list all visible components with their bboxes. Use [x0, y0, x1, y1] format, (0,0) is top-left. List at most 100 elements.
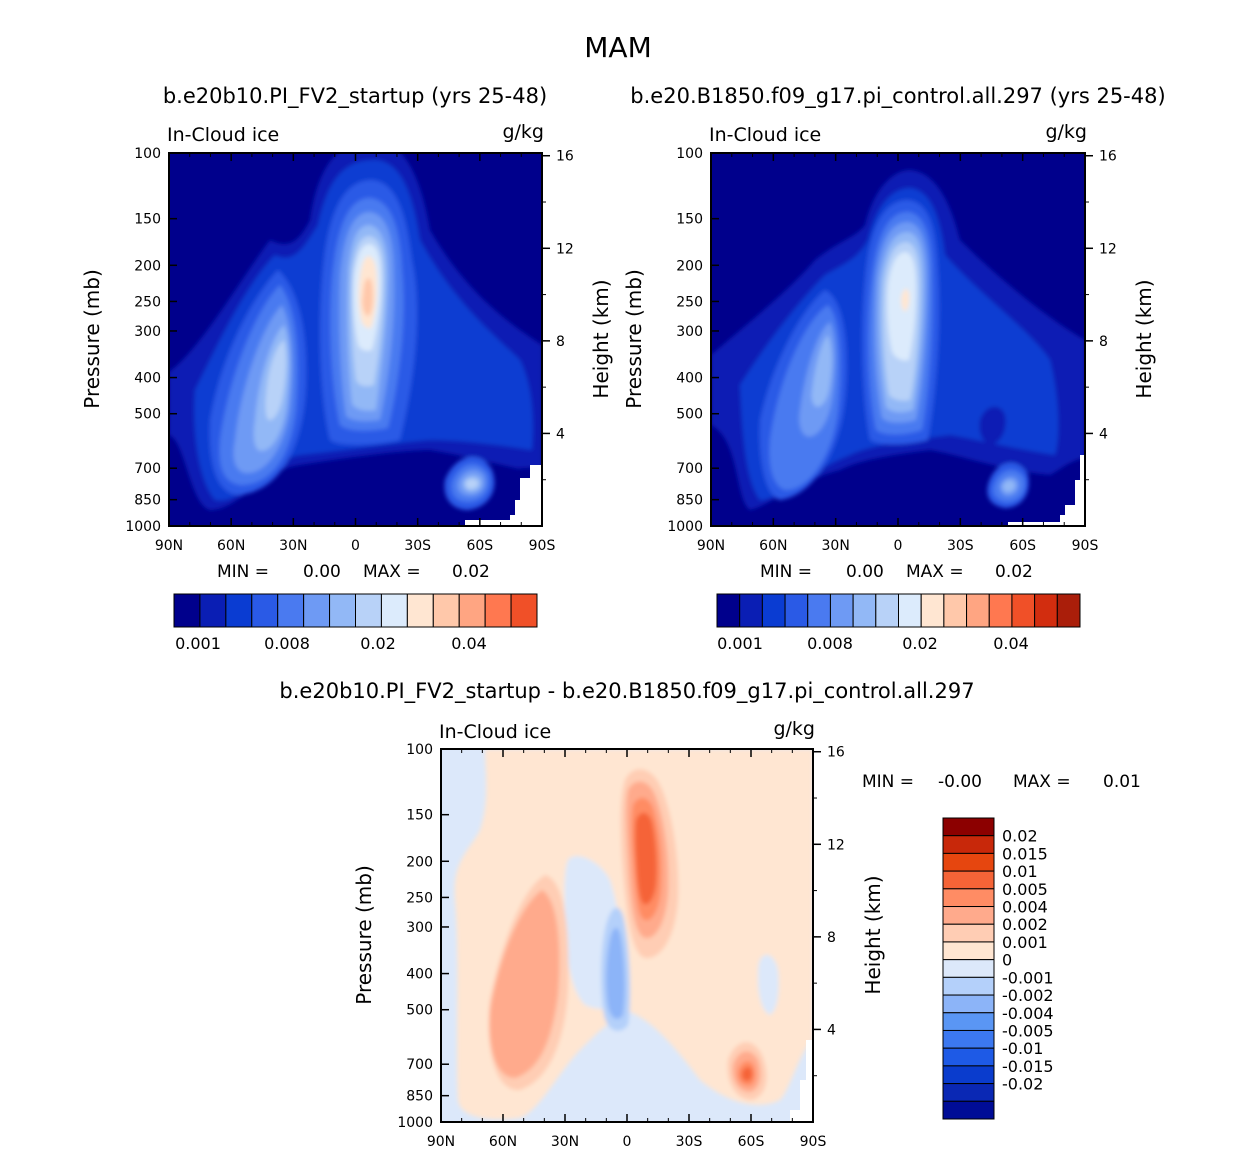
- diff-max-label: MAX =: [1013, 772, 1071, 792]
- right-panel-header: b.e20.B1850.f09_g17.pi_control.all.297 (…: [630, 84, 1165, 109]
- right-colorbar-swatch: [898, 593, 922, 628]
- left-colorbar-swatch: [484, 593, 512, 628]
- left-plot-area: [169, 153, 542, 526]
- right-plot-area: [711, 153, 1085, 526]
- left-missing-data: [465, 465, 542, 526]
- right-axes: 90N 60N 30N 0 30S 60S 90S 100 150 200 250 300 400 500…: [667, 146, 1117, 554]
- right-variable-label: In-Cloud ice: [709, 124, 821, 146]
- diff-y2-tick-label: 8: [827, 930, 836, 946]
- left-colorbar-swatch: [277, 593, 305, 628]
- diff-colorbar-swatch: [942, 1029, 995, 1049]
- left-contour-level-10: [362, 278, 373, 316]
- diff-colorbar-swatch: [942, 1100, 995, 1120]
- left-y2-tick-label: 4: [556, 426, 565, 442]
- diff-colorbar-label: 0: [1002, 951, 1012, 970]
- left-colorbar-label: 0.008: [264, 634, 310, 653]
- right-x-tick-label: 90S: [1072, 538, 1099, 554]
- right-x-tick-label: 60N: [759, 538, 787, 554]
- diff-colorbar-swatch: [942, 835, 995, 854]
- right-contour-level-9: [901, 288, 910, 312]
- diff-y-tick-label: 1000: [397, 1115, 433, 1131]
- diff-colorbar-label: -0.002: [1002, 986, 1054, 1005]
- diff-x-tick-label: 30S: [676, 1134, 703, 1150]
- right-min-label: MIN =: [760, 562, 812, 582]
- left-max-value: 0.02: [452, 562, 490, 582]
- right-min-value: 0.00: [846, 562, 884, 582]
- diff-y-tick-label: 500: [406, 1003, 433, 1019]
- diff-colorbar-label: 0.001: [1002, 933, 1048, 952]
- right-x-tick-label: 30S: [947, 538, 974, 554]
- diff-contour-positive-5: [635, 812, 753, 1081]
- left-colorbar-swatch: [199, 593, 227, 628]
- diff-y-tick-label: 300: [406, 920, 433, 936]
- right-colorbar-swatch: [739, 593, 763, 628]
- diff-colorbar-label: -0.001: [1002, 968, 1054, 987]
- right-units-label: g/kg: [1045, 121, 1087, 143]
- left-min-label: MIN =: [217, 562, 269, 582]
- left-colorbar-labels: 0.001 0.008 0.02 0.04: [175, 634, 487, 653]
- diff-missing-data: [790, 1040, 813, 1122]
- right-x-tick-label: 60S: [1009, 538, 1036, 554]
- right-y-tick-label: 1000: [667, 519, 703, 535]
- diff-colorbar-swatch: [942, 1012, 995, 1031]
- left-y-tick-label: 400: [134, 371, 161, 387]
- diff-variable-label: In-Cloud ice: [439, 721, 551, 743]
- diff-x-tick-label: 90N: [427, 1134, 455, 1150]
- right-y-tick-label: 250: [676, 294, 703, 310]
- diff-y2-tick-label: 4: [827, 1022, 836, 1038]
- diff-y2-tick-label: 16: [827, 745, 845, 761]
- diff-colorbar-label: 0.002: [1002, 915, 1048, 934]
- diff-contour-positive-2: [488, 769, 767, 1100]
- left-y2-tick-label: 16: [556, 149, 574, 165]
- diff-colorbar-swatch: [942, 941, 995, 961]
- diff-x-tick-label: 60S: [738, 1134, 765, 1150]
- left-x-tick-label: 60S: [466, 538, 493, 554]
- right-y-tick-label: 700: [676, 461, 703, 477]
- diff-colorbar-label: 0.02: [1002, 827, 1038, 846]
- diff-colorbar-swatch: [942, 870, 995, 890]
- left-y-tick-label: 850: [134, 493, 161, 509]
- right-y-tick-label: 400: [676, 371, 703, 387]
- right-y2-tick-label: 8: [1099, 334, 1108, 350]
- diff-colorbar-label: -0.005: [1002, 1021, 1054, 1040]
- left-x-tick-label: 0: [351, 538, 360, 554]
- right-x-tick-label: 30N: [822, 538, 850, 554]
- left-max-label: MAX =: [363, 562, 421, 582]
- left-y-tick-label: 200: [134, 258, 161, 274]
- left-colorbar-swatch: [355, 593, 382, 628]
- diff-x-tick-label: 60N: [489, 1134, 517, 1150]
- right-colorbar-label: 0.008: [807, 634, 853, 653]
- right-max-value: 0.02: [995, 562, 1033, 582]
- right-colorbar-labels: 0.001 0.008 0.02 0.04: [717, 634, 1029, 653]
- diff-y2-axis-label: Height (km): [861, 875, 885, 994]
- diff-min-label: MIN =: [862, 772, 914, 792]
- diff-y-axis-label: Pressure (mb): [352, 865, 376, 1005]
- left-colorbar-swatch: [458, 593, 486, 628]
- diff-panel-header: b.e20b10.PI_FV2_startup - b.e20.B1850.f0…: [279, 679, 974, 704]
- left-x-tick-label: 30S: [404, 538, 431, 554]
- left-x-tick-label: 60N: [217, 538, 245, 554]
- right-hole: [979, 406, 1006, 445]
- left-y-tick-label: 700: [134, 461, 161, 477]
- left-colorbar: [173, 593, 538, 628]
- left-colorbar-swatch: [225, 593, 253, 628]
- diff-colorbar-swatch: [942, 959, 995, 978]
- diff-colorbar-swatch: [942, 1083, 995, 1102]
- right-colorbar-swatch: [761, 593, 786, 628]
- left-x-tick-label: 90N: [155, 538, 183, 554]
- left-y-tick-label: 1000: [125, 519, 161, 535]
- diff-colorbar-label: -0.02: [1002, 1075, 1043, 1094]
- left-colorbar-swatch: [173, 593, 201, 628]
- diff-y-tick-label: 150: [406, 808, 433, 824]
- left-contour-level-7: [265, 236, 479, 489]
- right-colorbar-swatch: [852, 593, 877, 628]
- diff-contour-positive-3: [489, 781, 761, 1092]
- diff-colorbar-label: 0.01: [1002, 862, 1038, 881]
- left-colorbar-swatch: [329, 593, 357, 628]
- right-colorbar-swatch: [784, 593, 809, 628]
- diff-y2-tick-label: 12: [827, 837, 845, 853]
- right-colorbar-swatch: [1011, 593, 1036, 628]
- right-y-tick-label: 300: [676, 324, 703, 340]
- diff-colorbar-swatch: [942, 923, 995, 943]
- right-y2-tick-label: 12: [1099, 241, 1117, 257]
